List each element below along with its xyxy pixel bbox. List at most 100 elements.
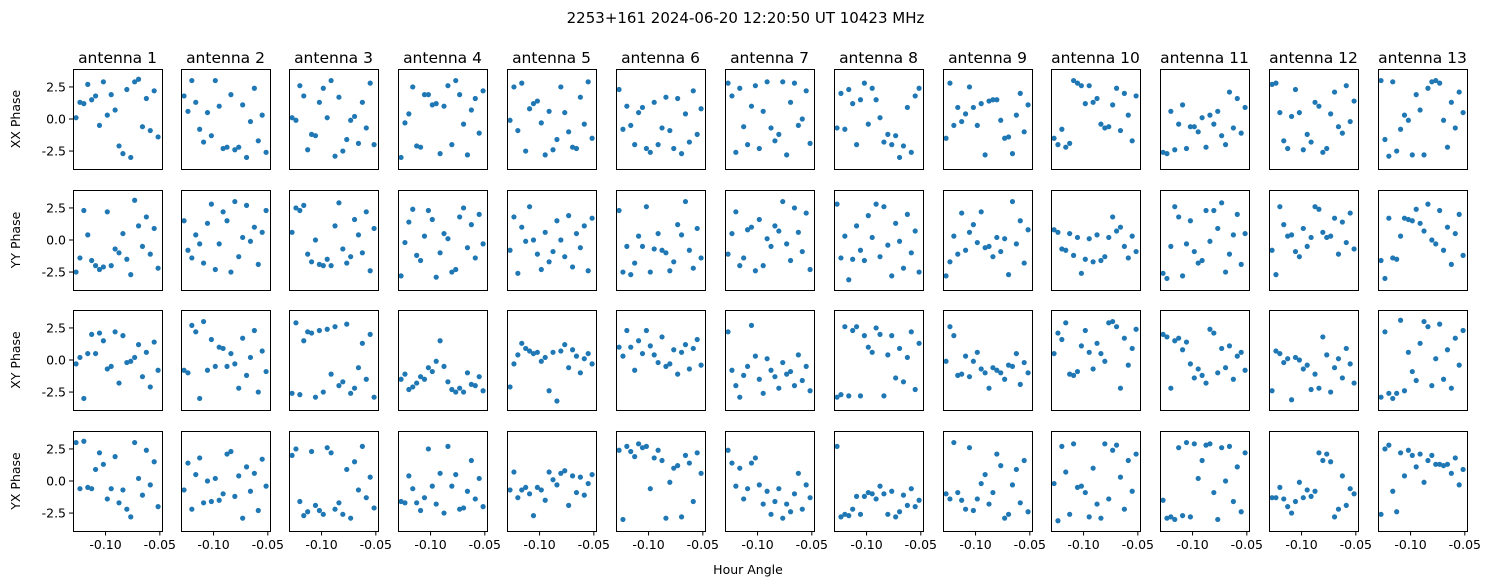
data-point	[255, 507, 261, 514]
data-point	[787, 368, 794, 375]
data-point	[143, 349, 149, 355]
data-point	[297, 207, 303, 214]
data-point	[1316, 450, 1322, 456]
data-point	[224, 451, 230, 457]
data-point	[336, 94, 342, 100]
data-point	[263, 368, 269, 375]
data-point	[1308, 234, 1314, 241]
data-point	[472, 496, 478, 502]
panel-xx-phase-ant5	[507, 69, 597, 170]
panel-frame	[289, 190, 379, 291]
data-point	[1211, 121, 1217, 127]
data-point	[1125, 457, 1131, 464]
data-point	[857, 393, 864, 399]
data-point	[554, 482, 560, 488]
data-point	[1117, 224, 1124, 230]
data-point	[1343, 83, 1349, 89]
data-point	[247, 488, 254, 494]
data-point	[1094, 232, 1100, 238]
panel-title-9: antenna 9	[948, 49, 1027, 67]
data-point	[986, 385, 992, 391]
data-point	[445, 236, 451, 242]
data-point	[1009, 198, 1016, 205]
data-point	[639, 350, 646, 357]
data-point	[1063, 144, 1069, 150]
data-point	[104, 112, 110, 118]
panel-yy-phase-ant3	[289, 190, 379, 291]
data-point	[120, 151, 126, 157]
data-point	[449, 386, 455, 393]
data-point	[581, 121, 587, 127]
data-point	[1456, 211, 1462, 217]
data-point	[573, 145, 580, 152]
data-point	[1292, 86, 1299, 93]
data-point	[316, 507, 322, 514]
data-point	[752, 455, 758, 461]
data-point	[1168, 385, 1174, 391]
data-point	[1219, 200, 1225, 206]
data-point	[1133, 451, 1139, 457]
data-point	[367, 331, 373, 337]
x-tick-label: -0.10	[305, 537, 337, 552]
data-point	[784, 501, 790, 507]
data-point	[208, 336, 214, 343]
data-point	[694, 450, 700, 456]
x-tick-label: -0.05	[796, 537, 828, 552]
data-point	[1343, 502, 1349, 508]
data-point	[1437, 207, 1443, 214]
data-point	[1133, 326, 1139, 332]
data-point	[628, 448, 634, 455]
data-point	[959, 497, 965, 503]
data-point	[1215, 108, 1221, 114]
panel-frame	[398, 190, 488, 291]
data-point	[1098, 121, 1104, 127]
data-point	[151, 459, 157, 465]
panel-frame	[616, 310, 706, 411]
data-point	[1378, 394, 1384, 400]
data-point	[912, 228, 918, 234]
data-point	[1090, 465, 1096, 471]
data-point	[659, 125, 665, 131]
data-point	[1273, 272, 1279, 278]
data-point	[1090, 366, 1096, 372]
data-point	[690, 88, 696, 94]
data-point	[193, 99, 199, 105]
data-point	[624, 103, 630, 109]
data-point	[659, 247, 665, 253]
data-point	[569, 144, 576, 150]
data-point	[1133, 248, 1139, 255]
data-point	[151, 339, 157, 345]
panel-xx-phase-ant6	[616, 69, 706, 170]
data-point	[655, 230, 661, 237]
data-point	[1230, 376, 1236, 382]
data-point	[1281, 222, 1287, 228]
data-point	[1078, 83, 1084, 89]
data-point	[437, 470, 443, 476]
data-point	[1351, 380, 1357, 386]
data-point	[834, 125, 840, 131]
x-axis-label: Hour Angle	[713, 562, 783, 577]
data-point	[896, 509, 903, 515]
data-point	[259, 229, 265, 235]
data-point	[305, 329, 311, 335]
data-point	[1025, 370, 1031, 376]
data-point	[733, 483, 739, 489]
panel-frame	[834, 69, 924, 170]
data-point	[1226, 89, 1233, 95]
data-point	[460, 389, 467, 395]
data-point	[240, 515, 246, 521]
data-point	[733, 209, 739, 215]
data-point	[220, 491, 226, 497]
data-point	[725, 80, 731, 86]
panel-xx-phase-ant4	[398, 69, 488, 170]
data-point	[526, 204, 533, 210]
data-point	[523, 345, 529, 352]
data-point	[542, 152, 548, 158]
data-point	[429, 102, 435, 108]
data-point	[807, 140, 813, 146]
data-point	[511, 469, 517, 475]
data-point	[1234, 211, 1240, 217]
data-point	[966, 84, 973, 90]
data-point	[1226, 343, 1233, 349]
data-point	[1324, 145, 1330, 152]
